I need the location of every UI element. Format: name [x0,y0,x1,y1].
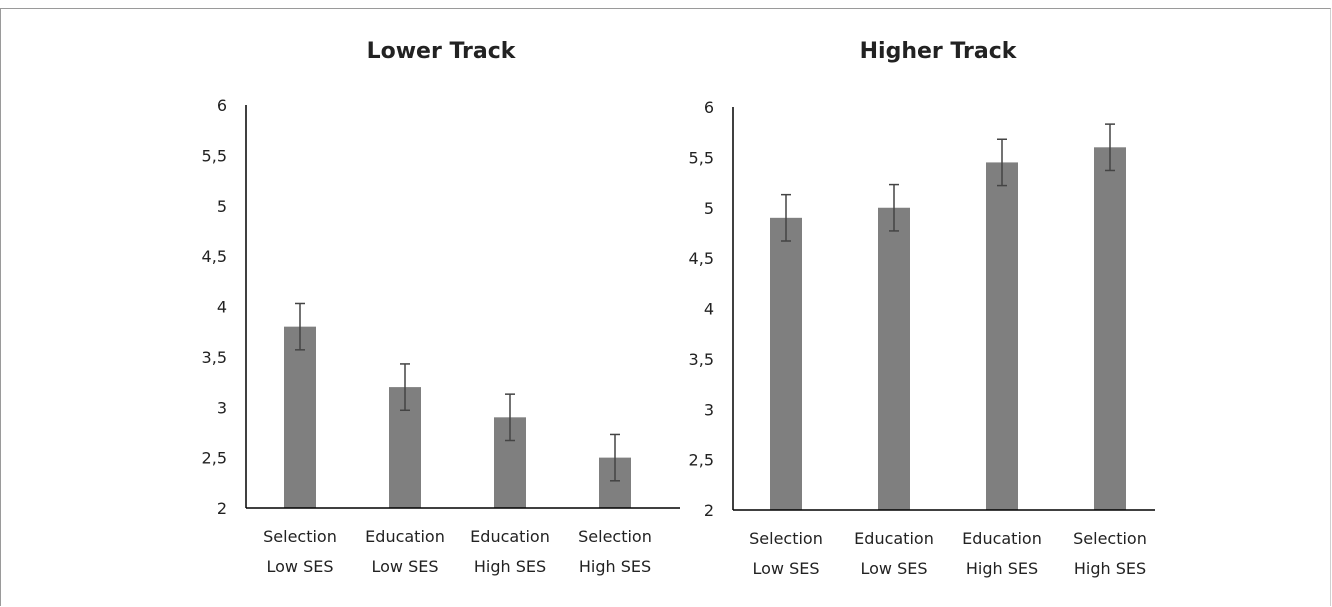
higher-track-ytick-label: 4,5 [689,249,714,268]
higher-track-category-label: High SES [1074,559,1146,578]
lower-track-category-label: Low SES [371,557,438,576]
higher-track-category-label: Education [962,529,1042,548]
higher-track-ytick-label: 6 [704,98,714,117]
lower-track-ytick-label: 3,5 [202,348,227,367]
lower-track-ytick-label: 4 [217,298,227,317]
lower-track-category-label: Low SES [266,557,333,576]
lower-track-category-label: Selection [578,527,652,546]
lower-track-title: Lower Track [367,39,517,64]
higher-track-ytick-label: 3 [704,400,714,419]
higher-track-category-label: Selection [1073,529,1147,548]
higher-track-ytick-label: 2 [704,501,714,520]
lower-track-category-label: Education [470,527,550,546]
higher-track-title: Higher Track [860,39,1018,64]
higher-track-bar [770,217,802,510]
higher-track-ytick-label: 5,5 [689,148,714,167]
lower-track-ytick-label: 4,5 [202,247,227,266]
higher-track-bar [878,207,910,510]
higher-track-category-label: Low SES [860,559,927,578]
higher-track-category-label: Education [854,529,934,548]
higher-track-category-label: Low SES [752,559,819,578]
higher-track-ytick-label: 2,5 [689,451,714,470]
lower-track-category-label: High SES [474,557,546,576]
higher-track-bar [986,162,1018,510]
lower-track-category-label: High SES [579,557,651,576]
lower-track-bar [284,326,316,508]
higher-track-ytick-label: 4 [704,300,714,319]
higher-track-ytick-label: 5 [704,199,714,218]
lower-track-ytick-label: 5,5 [202,146,227,165]
lower-track-ytick-label: 3 [217,398,227,417]
lower-track-ytick-label: 2,5 [202,449,227,468]
higher-track-category-label: High SES [966,559,1038,578]
higher-track-bar [1094,147,1126,511]
higher-track-ytick-label: 3,5 [689,350,714,369]
higher-track-category-label: Selection [749,529,823,548]
figure-frame [0,8,1331,606]
lower-track-category-label: Selection [263,527,337,546]
lower-track-category-label: Education [365,527,445,546]
lower-track-ytick-label: 2 [217,499,227,518]
lower-track-ytick-label: 5 [217,197,227,216]
lower-track-ytick-label: 6 [217,96,227,115]
